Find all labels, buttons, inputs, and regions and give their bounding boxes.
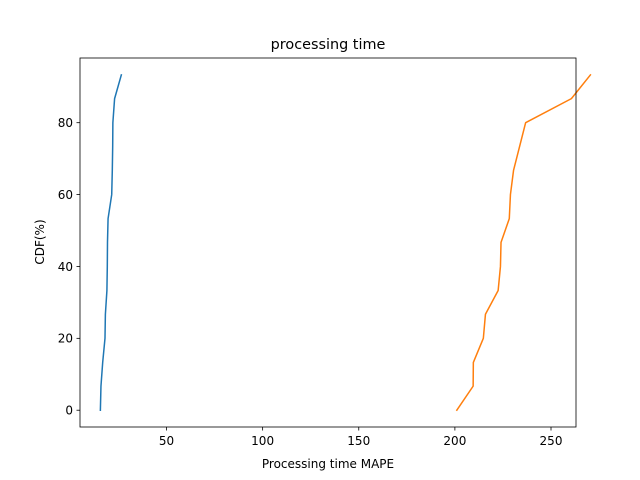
chart-title: processing time — [271, 37, 386, 53]
plot-frame — [79, 57, 577, 428]
y-axis-label: CDF(%) — [33, 219, 47, 264]
y-tick-label: 20 — [58, 332, 73, 346]
x-tick-label: 250 — [540, 434, 563, 448]
x-tick-label: 150 — [347, 434, 370, 448]
x-axis-ticks: 50 100 150 200 250 — [159, 427, 563, 448]
x-tick-label: 200 — [443, 434, 466, 448]
y-axis-ticks: 0 20 40 60 80 — [58, 116, 80, 418]
x-tick-label: 100 — [251, 434, 274, 448]
y-tick-label: 60 — [58, 188, 73, 202]
x-axis-label: Processing time MAPE — [262, 457, 394, 471]
series-line-1 — [99, 73, 123, 411]
x-tick-label: 50 — [159, 434, 174, 448]
y-tick-label: 40 — [58, 260, 73, 274]
y-tick-label: 80 — [58, 116, 73, 130]
plot-background — [80, 58, 576, 427]
series-line-2 — [455, 73, 592, 412]
series-layer — [99, 73, 592, 412]
y-tick-label: 0 — [65, 404, 73, 418]
